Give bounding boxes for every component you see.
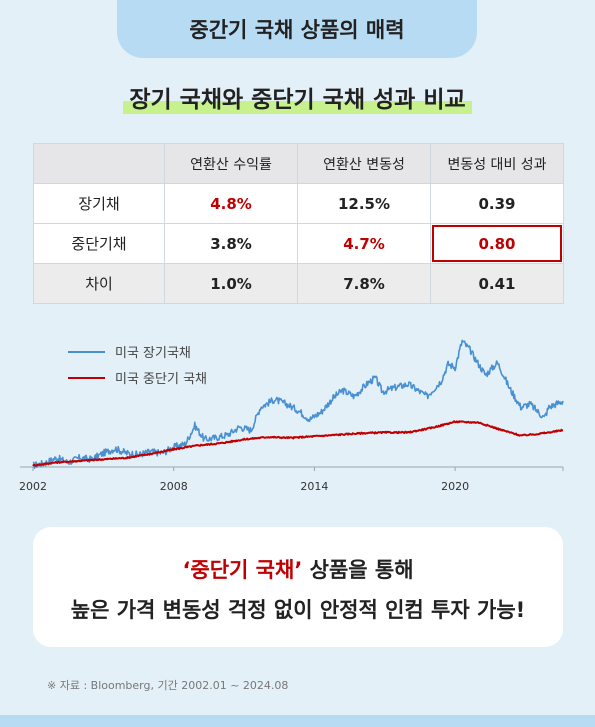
callout-line-2: 높은 가격 변동성 걱정 없이 안정적 인컴 투자 가능! <box>70 598 526 622</box>
table-row: 장기채 4.8% 12.5% 0.39 <box>33 183 564 224</box>
table-cell: 0.41 <box>430 263 564 304</box>
legend-label: 미국 장기국채 <box>115 346 191 361</box>
comparison-table: 연환산 수익률 연환산 변동성 변동성 대비 성과 장기채 4.8% 12.5%… <box>33 143 564 304</box>
table-cell: 3.8% <box>164 223 298 264</box>
table-header-cell: 변동성 대비 성과 <box>430 143 564 184</box>
row-label: 중단기채 <box>33 223 165 264</box>
section-title: 장기 국채와 중단기 국채 성과 비교 <box>0 80 595 114</box>
x-tick-label: 2020 <box>441 480 469 493</box>
source-note: ※ 자료 : Bloomberg, 기간 2002.01 ~ 2024.08 <box>47 679 289 692</box>
table-cell: 0.39 <box>430 183 564 224</box>
x-tick-label: 2008 <box>160 480 188 493</box>
table-header-cell: 연환산 수익률 <box>164 143 298 184</box>
table-row: 중단기채 3.8% 4.7% 0.80 <box>33 223 564 264</box>
row-label: 장기채 <box>33 183 165 224</box>
callout-emphasis: ‘중단기 국채’ <box>182 558 303 582</box>
header-tab: 중간기 국채 상품의 매력 <box>117 0 477 58</box>
row-label: 차이 <box>33 263 165 304</box>
table-cell: 7.8% <box>297 263 431 304</box>
table-header-cell <box>33 143 165 184</box>
series-line-mid-short-term <box>32 420 564 467</box>
callout-line-1: ‘중단기 국채’ 상품을 통해 <box>33 554 563 584</box>
legend-label: 미국 중단기 국채 <box>115 372 207 387</box>
table-cell: 1.0% <box>164 263 298 304</box>
table-cell: 4.7% <box>297 223 431 264</box>
table-header-cell: 연환산 변동성 <box>297 143 431 184</box>
table-row: 차이 1.0% 7.8% 0.41 <box>33 263 564 304</box>
table-cell: 12.5% <box>297 183 431 224</box>
header-tab-label: 중간기 국채 상품의 매력 <box>189 18 405 42</box>
x-tick-label: 2014 <box>300 480 328 493</box>
title-highlight <box>123 101 472 114</box>
callout-line-1-rest: 상품을 통해 <box>302 558 414 582</box>
callout-box: ‘중단기 국채’ 상품을 통해 높은 가격 변동성 걱정 없이 안정적 인컴 투… <box>33 527 563 647</box>
table-cell-highlighted: 0.80 <box>430 223 564 264</box>
title-text: 장기 국채와 중단기 국채 성과 비교 <box>129 87 466 113</box>
table-cell: 4.8% <box>164 183 298 224</box>
table-header-row: 연환산 수익률 연환산 변동성 변동성 대비 성과 <box>33 143 564 184</box>
x-tick-label: 2002 <box>19 480 47 493</box>
bottom-bar <box>0 715 595 727</box>
series-line-long-term <box>32 339 564 469</box>
